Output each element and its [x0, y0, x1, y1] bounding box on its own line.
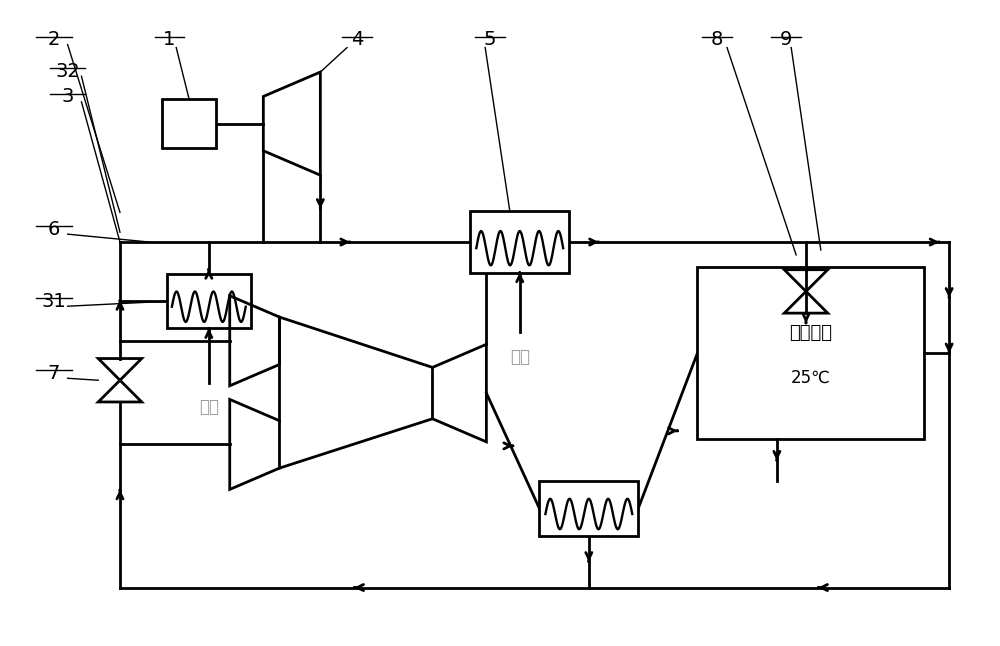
Text: 9: 9 — [780, 30, 792, 49]
Text: 5: 5 — [484, 30, 496, 49]
Text: 大气: 大气 — [510, 348, 530, 366]
Text: 4: 4 — [351, 30, 363, 49]
Text: 32: 32 — [55, 62, 80, 81]
Text: 25℃: 25℃ — [791, 369, 831, 387]
Text: 3: 3 — [61, 87, 74, 107]
Text: 大气: 大气 — [199, 399, 219, 417]
Bar — [697, 267, 924, 439]
Text: 6: 6 — [48, 220, 60, 239]
Bar — [470, 211, 569, 273]
Text: 8: 8 — [711, 30, 723, 49]
Bar — [167, 274, 251, 328]
Text: 1: 1 — [163, 30, 176, 49]
Text: 2: 2 — [48, 30, 60, 49]
Text: 7: 7 — [48, 364, 60, 383]
Bar — [539, 481, 638, 536]
Text: 31: 31 — [41, 292, 66, 311]
Bar — [162, 99, 216, 149]
Text: 数据机房: 数据机房 — [789, 324, 832, 342]
